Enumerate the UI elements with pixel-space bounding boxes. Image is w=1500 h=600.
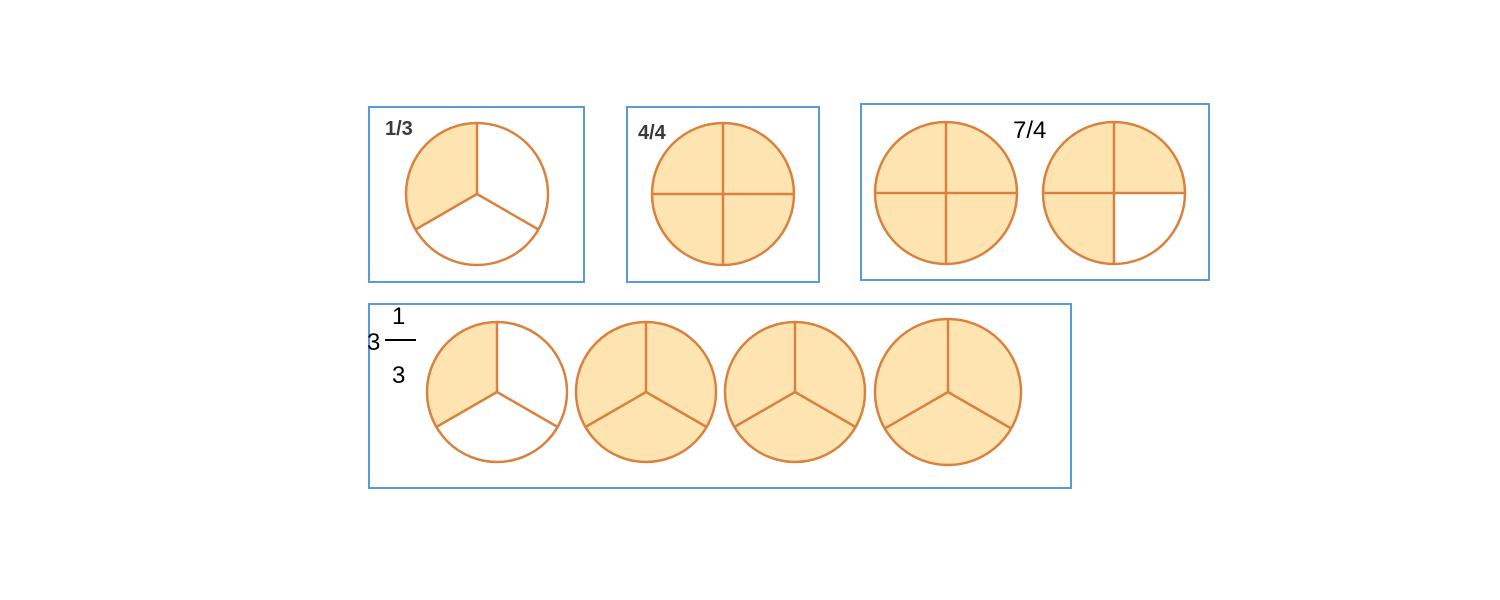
panel-four-fourths: 4/4: [626, 106, 820, 283]
divider-line: [584, 390, 647, 429]
fraction-circle: [1041, 120, 1187, 266]
divider-line: [794, 390, 857, 429]
fraction-circle: [404, 121, 550, 267]
divider-line: [884, 390, 949, 430]
shaded-sector: [875, 193, 946, 264]
mixed-numerator: 1: [392, 303, 405, 330]
mixed-whole: 3: [367, 329, 380, 356]
fraction-circle: [650, 121, 796, 267]
panel-frame: [368, 303, 1072, 489]
divider-line: [733, 390, 796, 429]
divider-line: [476, 192, 540, 231]
shaded-sector: [875, 122, 946, 193]
shaded-sector: [1043, 122, 1114, 193]
fraction-circle: [574, 320, 718, 464]
fraction-circle: [873, 317, 1023, 467]
fraction-circle: [873, 120, 1019, 266]
panel-frame: [860, 103, 1210, 281]
shaded-sector: [723, 194, 794, 265]
shaded-sector: [946, 122, 1017, 193]
panel-seven-fourths: 7/4: [860, 103, 1210, 281]
shaded-sector: [946, 193, 1017, 264]
fraction-circle: [425, 320, 569, 464]
divider-line: [645, 390, 708, 429]
panel-three-and-one-third: 3 1 3: [367, 303, 1072, 489]
shaded-sector: [652, 194, 723, 265]
shaded-sector: [585, 392, 707, 462]
shaded-sector: [652, 123, 723, 194]
shaded-sector: [1043, 193, 1114, 264]
panel-label: 1/3: [385, 118, 413, 140]
panel-label: 4/4: [638, 122, 667, 144]
shaded-sector: [723, 123, 794, 194]
shaded-sector: [1114, 122, 1185, 193]
mixed-denominator: 3: [392, 362, 405, 389]
divider-line: [414, 192, 478, 231]
divider-line: [435, 390, 498, 429]
unshaded-sector: [1114, 193, 1185, 264]
panel-frame: [368, 106, 585, 283]
fraction-circle: [723, 320, 867, 464]
panel-frame: [626, 106, 820, 283]
mixed-number-label: 3 1 3: [367, 303, 416, 389]
shaded-sector: [734, 392, 856, 462]
panel-one-third: 1/3: [368, 106, 585, 283]
divider-line: [947, 390, 1012, 430]
panel-label: 7/4: [1013, 117, 1046, 144]
divider-line: [496, 390, 559, 429]
unshaded-sector: [436, 392, 558, 462]
